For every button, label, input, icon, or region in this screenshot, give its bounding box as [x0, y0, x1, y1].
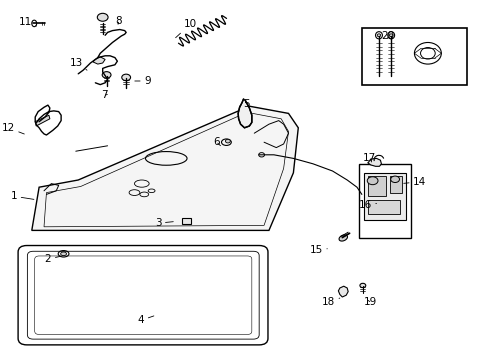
- Bar: [389, 176, 402, 193]
- Text: 18: 18: [321, 297, 339, 307]
- Polygon shape: [93, 57, 105, 64]
- Polygon shape: [367, 158, 381, 166]
- Ellipse shape: [389, 34, 392, 37]
- Text: 4: 4: [137, 315, 154, 325]
- Text: 11: 11: [19, 17, 37, 27]
- Ellipse shape: [390, 176, 399, 183]
- Text: 5: 5: [239, 99, 249, 109]
- Bar: [367, 200, 399, 214]
- Text: 16: 16: [358, 200, 376, 210]
- Text: 6: 6: [213, 137, 220, 147]
- FancyBboxPatch shape: [18, 246, 267, 345]
- Text: 7: 7: [101, 90, 107, 100]
- Text: 3: 3: [154, 218, 173, 228]
- Polygon shape: [32, 106, 298, 230]
- Bar: [361, 28, 466, 85]
- Text: 15: 15: [309, 245, 326, 255]
- Text: 19: 19: [364, 297, 377, 307]
- Polygon shape: [238, 99, 251, 128]
- Text: 1: 1: [10, 191, 34, 201]
- Ellipse shape: [338, 235, 347, 241]
- Text: 8: 8: [115, 16, 122, 26]
- Text: 14: 14: [403, 177, 426, 187]
- Text: 12: 12: [1, 123, 24, 134]
- Text: 10: 10: [175, 19, 196, 38]
- Text: 9: 9: [135, 76, 151, 86]
- Text: 2: 2: [44, 254, 61, 264]
- Bar: [367, 176, 386, 196]
- Text: 20: 20: [381, 31, 393, 41]
- Text: 13: 13: [70, 58, 87, 70]
- Ellipse shape: [61, 252, 66, 256]
- Ellipse shape: [102, 72, 111, 78]
- Polygon shape: [35, 115, 50, 126]
- Ellipse shape: [366, 177, 377, 185]
- Ellipse shape: [359, 283, 365, 288]
- Bar: [182, 218, 190, 224]
- Ellipse shape: [377, 34, 380, 37]
- Bar: [364, 173, 405, 220]
- Ellipse shape: [97, 13, 108, 21]
- Text: 17: 17: [363, 153, 376, 163]
- Ellipse shape: [122, 74, 130, 81]
- Bar: [359, 164, 410, 238]
- Ellipse shape: [225, 139, 230, 143]
- Polygon shape: [338, 286, 347, 297]
